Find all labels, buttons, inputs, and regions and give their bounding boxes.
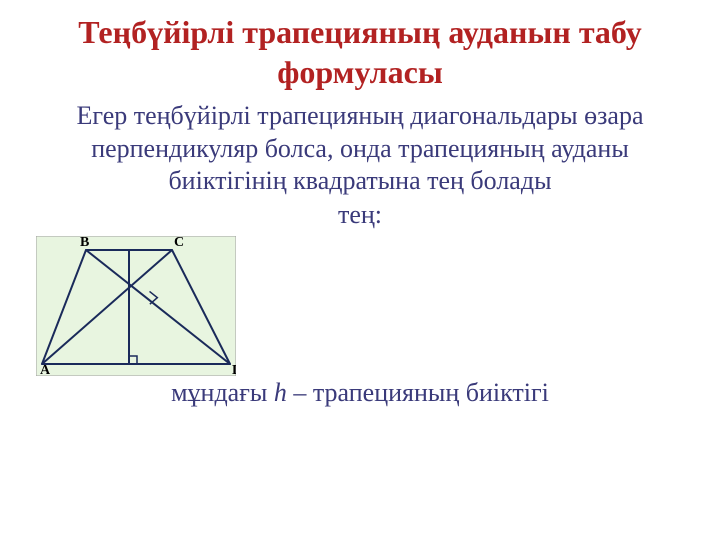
title-line-2: формуласы [277, 54, 443, 90]
svg-text:B: B [80, 236, 89, 250]
slide-title: Теңбүйірлі трапецияның ауданын табу форм… [40, 12, 680, 92]
title-line-1: Теңбүйірлі трапецияның ауданын табу [78, 14, 641, 50]
trapezoid-svg: A B C D [36, 236, 236, 376]
caption-var: h [274, 378, 287, 407]
slide: Теңбүйірлі трапецияның ауданын табу форм… [0, 0, 720, 540]
caption-suffix: – трапецияның биіктігі [287, 378, 549, 407]
body-text: Егер теңбүйірлі трапецияның диагональдар… [30, 100, 690, 198]
svg-text:D: D [232, 363, 236, 376]
caption-prefix: мұндағы [171, 378, 274, 407]
trapezoid-figure: A B C D [36, 236, 236, 381]
ten-label: тең: [0, 200, 720, 230]
svg-text:C: C [174, 236, 184, 250]
svg-text:A: A [40, 363, 51, 376]
caption: мұндағы h – трапецияның биіктігі [0, 378, 720, 408]
